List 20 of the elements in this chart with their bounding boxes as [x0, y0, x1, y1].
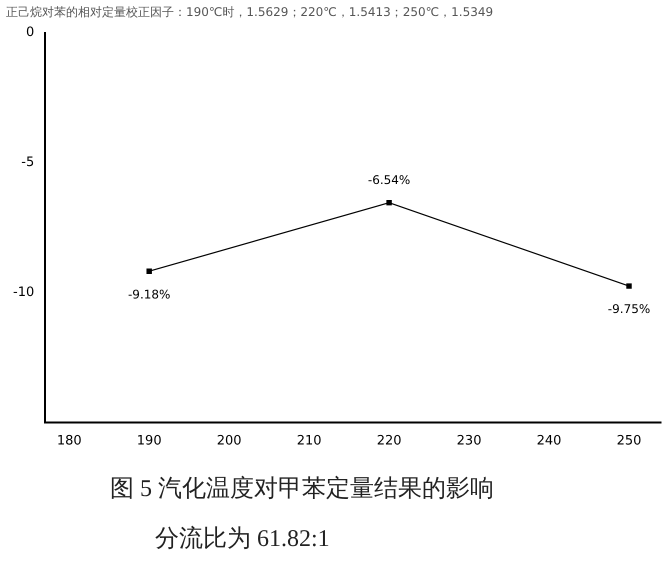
y-tick-label: -10	[13, 284, 34, 300]
point	[386, 200, 392, 206]
y-tick-label: -5	[21, 155, 34, 170]
x-tick-label: 230	[456, 434, 482, 449]
x-tick-label: 190	[136, 434, 162, 449]
x-tick-label: 180	[56, 434, 82, 449]
data-label: -9.18%	[128, 287, 170, 302]
x-tick-label: 200	[216, 434, 242, 449]
text: 正己烷对苯的相对定量校正因子：190℃时，1.5629；220℃，1.5413；250℃，1.5349	[5, 4, 494, 21]
point	[146, 268, 152, 274]
x-tick-label: 250	[616, 434, 642, 449]
data-label: -6.54%	[368, 172, 410, 187]
data-label: -9.75%	[608, 302, 650, 316]
y-tick-label: 0	[26, 25, 34, 40]
caption: 图 5 汽化温度对甲苯定量结果的影响	[109, 474, 495, 504]
text: 分流比为 61.82:1	[154, 524, 331, 554]
x-tick-label: 240	[536, 434, 562, 449]
x-tick-label: 220	[376, 434, 402, 449]
x-tick-label: 210	[296, 434, 322, 449]
point	[626, 283, 632, 289]
